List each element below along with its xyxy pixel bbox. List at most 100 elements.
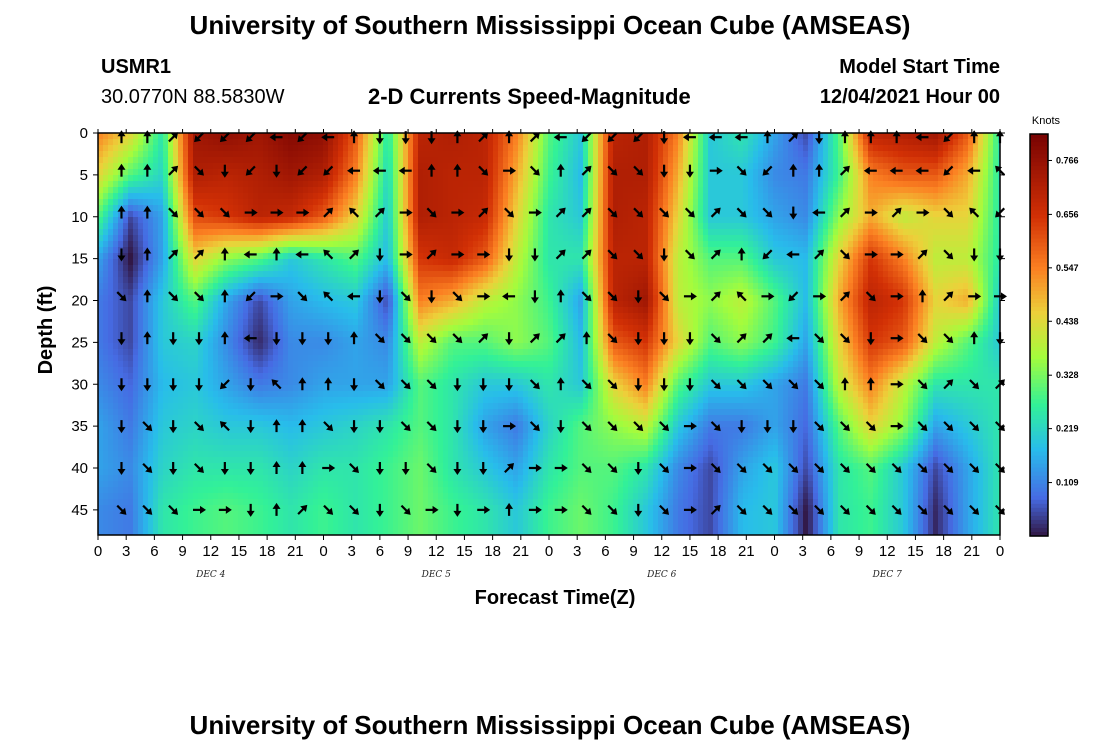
heatmap-cell [168,415,174,422]
heatmap-cell [228,247,234,254]
heatmap-cell [263,229,269,236]
heatmap-cell [108,529,114,535]
heatmap-cell [258,181,264,188]
heatmap-cell [278,157,284,164]
heatmap-cell [168,445,174,452]
heatmap-cell [103,175,109,182]
heatmap-cell [203,367,209,374]
heatmap-cell [198,517,204,524]
heatmap-cell [203,265,209,272]
heatmap-cell [363,349,369,356]
heatmap-cell [358,379,364,386]
heatmap-cell [273,313,279,320]
heatmap-cell [358,223,364,230]
heatmap-cell [308,325,314,332]
heatmap-cell [183,307,189,314]
heatmap-cell [208,415,214,422]
heatmap-cell [438,331,444,338]
heatmap-cell [143,277,149,284]
heatmap-cell [128,217,134,224]
heatmap-cell [188,295,194,302]
heatmap-cell [343,187,349,194]
heatmap-cell [193,487,199,494]
heatmap-cell [443,271,449,278]
heatmap-cell [353,457,359,464]
heatmap-cell [108,301,114,308]
heatmap-cell [113,391,119,398]
heatmap-cell [143,337,149,344]
heatmap-cell [293,481,299,488]
heatmap-cell [443,421,449,428]
heatmap-cell [113,433,119,440]
heatmap-cell [163,403,169,410]
heatmap-cell [138,469,144,476]
heatmap-cell [168,355,174,362]
heatmap-cell [388,511,394,518]
heatmap-cell [398,385,404,392]
heatmap-cell [203,481,209,488]
heatmap-cell [468,313,474,320]
heatmap-cell [203,223,209,230]
heatmap-cell [158,403,164,410]
heatmap-cell [203,211,209,218]
heatmap-cell [368,181,374,188]
heatmap-cell [98,481,104,488]
heatmap-cell [258,331,264,338]
heatmap-cell [198,445,204,452]
heatmap-cell [368,139,374,146]
heatmap-cell [148,181,154,188]
heatmap-cell [188,469,194,476]
heatmap-cell [268,205,274,212]
heatmap-cell [453,301,459,308]
heatmap-cell [343,319,349,326]
heatmap-cell [318,367,324,374]
heatmap-cell [238,187,244,194]
heatmap-cell [183,325,189,332]
heatmap-cell [188,211,194,218]
heatmap-cell [188,415,194,422]
heatmap-cell [203,181,209,188]
heatmap-cell [373,343,379,350]
heatmap-cell [443,241,449,248]
heatmap-cell [303,331,309,338]
heatmap-cell [233,457,239,464]
heatmap-cell [338,415,344,422]
heatmap-cell [443,253,449,260]
heatmap-cell [348,199,354,206]
heatmap-cell [163,499,169,506]
heatmap-cell [198,415,204,422]
heatmap-cell [318,205,324,212]
heatmap-cell [248,367,254,374]
heatmap-cell [293,145,299,152]
heatmap-cell [243,169,249,176]
heatmap-cell [133,505,139,512]
heatmap-cell [233,181,239,188]
heatmap-cell [223,139,229,146]
heatmap-cell [433,463,439,470]
heatmap-cell [243,157,249,164]
heatmap-cell [428,361,434,368]
heatmap-cell [228,427,234,434]
heatmap-cell [438,421,444,428]
heatmap-cell [243,487,249,494]
heatmap-cell [193,523,199,530]
heatmap-cell [108,265,114,272]
heatmap-cell [148,475,154,482]
heatmap-cell [403,145,409,152]
heatmap-cell [138,463,144,470]
heatmap-cell [443,523,449,530]
heatmap-cell [118,361,124,368]
heatmap-cell [428,373,434,380]
heatmap-cell [373,295,379,302]
heatmap-cell [148,337,154,344]
heatmap-cell [238,469,244,476]
heatmap-cell [428,187,434,194]
heatmap-cell [348,223,354,230]
heatmap-cell [308,163,314,170]
heatmap-cell [458,367,464,374]
heatmap-cell [258,217,264,224]
heatmap-cell [188,523,194,530]
heatmap-cell [323,481,329,488]
heatmap-cell [368,457,374,464]
heatmap-cell [243,145,249,152]
